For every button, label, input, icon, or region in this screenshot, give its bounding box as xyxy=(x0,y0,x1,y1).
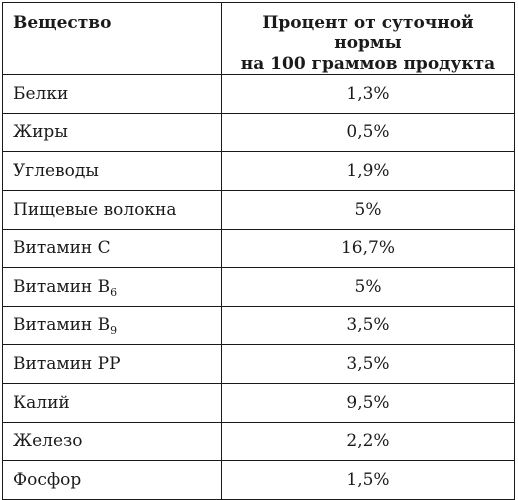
row-name-text: Жиры xyxy=(13,122,68,143)
row-name-text: Калий xyxy=(13,392,70,413)
row-value: 5% xyxy=(221,267,515,307)
row-name: Жиры xyxy=(2,112,222,153)
row-name: Витамин В9 xyxy=(2,305,222,346)
row-value: 5% xyxy=(221,189,515,230)
row-name-subscript: 6 xyxy=(110,285,118,299)
header-percent: Процент от суточной нормы на 100 граммов… xyxy=(221,1,515,76)
row-name: Витамин В6 xyxy=(2,267,222,307)
table-row: Витамин С 16,7% xyxy=(2,228,515,269)
row-name: Витамин РР xyxy=(2,344,222,384)
row-value: 16,7% xyxy=(221,228,515,269)
row-value: 1,3% xyxy=(221,74,515,114)
row-name-text: Железо xyxy=(13,431,83,452)
header-substance: Вещество xyxy=(2,1,222,76)
table-row: Железо 2,2% xyxy=(2,421,515,462)
row-value: 1,5% xyxy=(221,460,515,500)
row-value: 1,9% xyxy=(221,151,515,191)
row-value: 9,5% xyxy=(221,382,515,423)
row-name: Белки xyxy=(2,74,222,114)
row-name: Пищевые волокна xyxy=(2,189,222,230)
header-percent-line2: на 100 граммов продукта xyxy=(240,53,496,74)
row-value: 2,2% xyxy=(221,421,515,462)
table-row: Витамин В9 3,5% xyxy=(2,305,515,346)
row-value: 3,5% xyxy=(221,344,515,384)
row-name-text: Углеводы xyxy=(13,160,99,181)
row-name: Калий xyxy=(2,382,222,423)
row-value: 0,5% xyxy=(221,112,515,153)
row-name-text: Витамин В xyxy=(13,276,111,297)
table-row: Витамин В6 5% xyxy=(2,267,515,307)
row-name: Железо xyxy=(2,421,222,462)
row-name: Витамин С xyxy=(2,228,222,269)
table-row: Белки 1,3% xyxy=(2,74,515,114)
header-percent-line1: Процент от суточной нормы xyxy=(262,13,474,54)
table-row: Жиры 0,5% xyxy=(2,112,515,153)
row-name-text: Пищевые волокна xyxy=(13,199,177,220)
table-body: Белки 1,3% Жиры 0,5% Углеводы 1,9% Пищев… xyxy=(2,74,515,500)
row-name-text: Витамин РР xyxy=(13,353,121,374)
row-name-text: Витамин В xyxy=(13,315,111,336)
row-name-text: Фосфор xyxy=(13,469,82,490)
table-row: Углеводы 1,9% xyxy=(2,151,515,191)
row-name-subscript: 9 xyxy=(110,324,118,338)
table-header: Вещество Процент от суточной нормы на 10… xyxy=(2,1,515,76)
row-name: Фосфор xyxy=(2,460,222,500)
table-row: Пищевые волокна 5% xyxy=(2,189,515,230)
row-value: 3,5% xyxy=(221,305,515,346)
row-name-text: Витамин С xyxy=(13,238,111,259)
table-row: Витамин РР 3,5% xyxy=(2,344,515,384)
table-row: Фосфор 1,5% xyxy=(2,460,515,500)
table-row: Калий 9,5% xyxy=(2,382,515,423)
row-name: Углеводы xyxy=(2,151,222,191)
row-name-text: Белки xyxy=(13,83,69,104)
header-row: Вещество Процент от суточной нормы на 10… xyxy=(2,1,515,76)
